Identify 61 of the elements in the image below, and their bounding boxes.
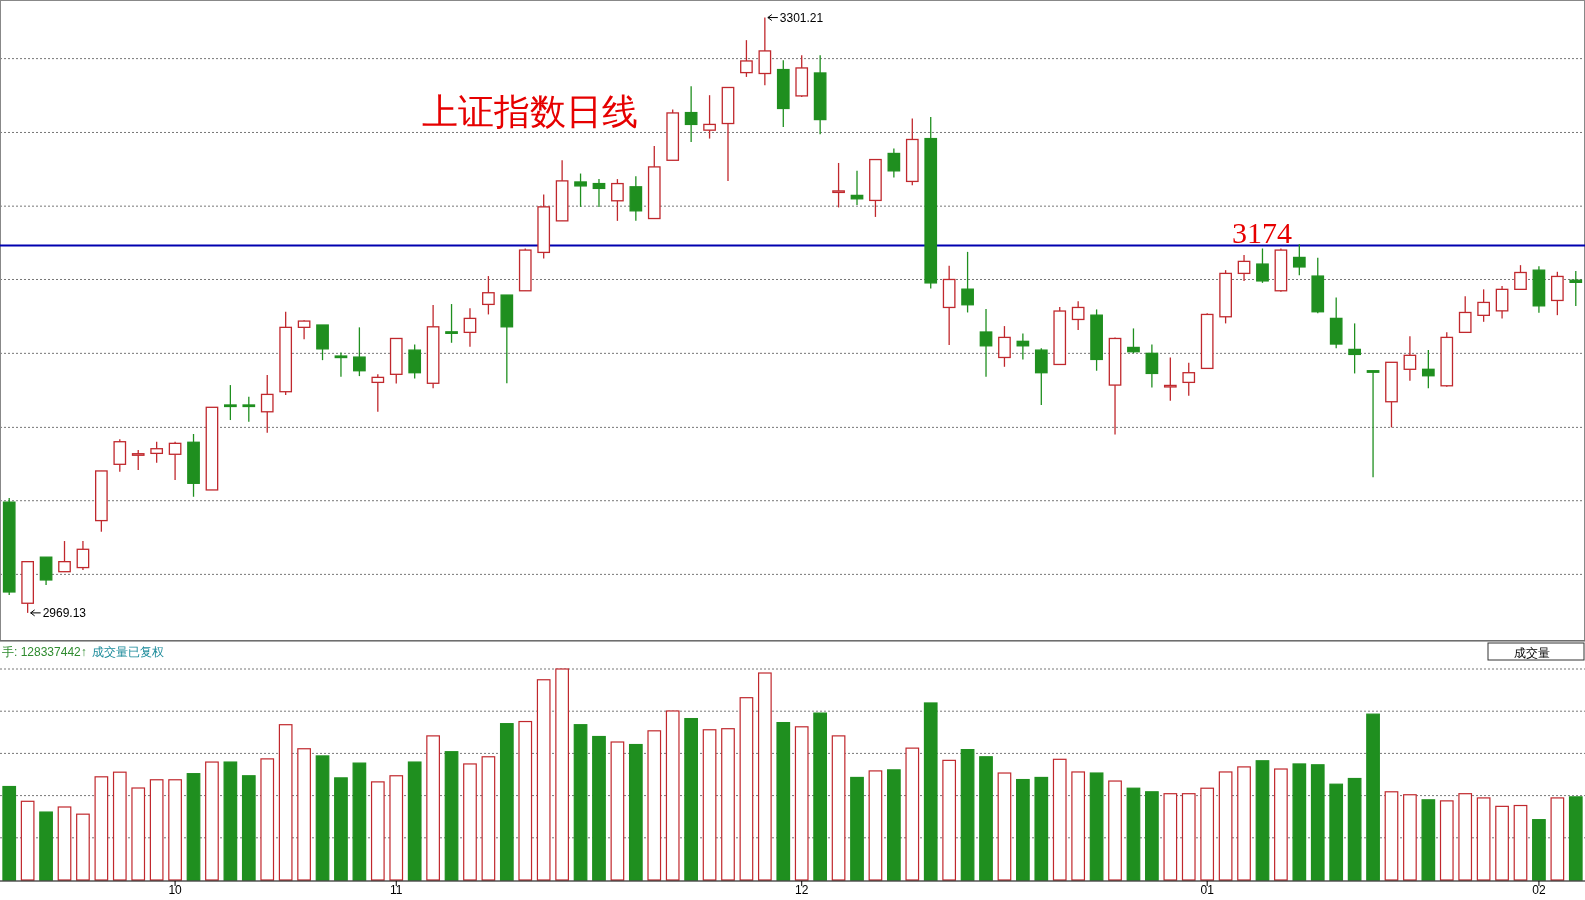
candlestick [1256,247,1269,284]
candlestick [353,326,366,377]
candlestick [703,94,716,140]
x-tick-label: 01 [1200,883,1215,897]
candlestick [1182,362,1196,397]
candlestick [445,303,458,344]
candlestick [1569,270,1583,307]
candlestick [611,178,624,222]
candlestick [1034,347,1048,406]
candlestick [1348,322,1361,375]
text: 手: 128337442↑ [2,645,87,659]
x-tick-label: 11 [390,883,403,897]
candlestick [150,441,164,464]
candlestick [39,556,53,586]
x-tick-label: 02 [1532,883,1546,897]
candlestick [1127,327,1140,354]
candlestick [740,39,753,78]
candlestick [592,178,606,208]
x-tick-label: 12 [795,883,809,897]
candlestick [371,373,385,413]
candlestick [58,540,71,573]
candlestick [482,275,495,316]
x-tick-label: 10 [168,883,183,897]
candlestick [684,85,698,143]
candlestick [1292,243,1306,276]
candlestick [758,16,772,86]
candlestick [113,438,127,473]
text: 上证指数日线 [422,92,638,132]
candlestick [887,147,901,179]
candlestick [998,325,1011,368]
candlestick [131,449,145,471]
candlestick [1366,370,1380,478]
candlestick [1403,335,1417,382]
candlestick [1458,295,1472,334]
candlestick [1237,254,1251,282]
text: 成交量 [1514,646,1550,660]
candlestick [1071,300,1085,331]
annotation: 3301.21 [779,10,824,25]
candlestick [463,307,477,348]
candlestick [260,374,274,434]
candlestick [1495,285,1509,320]
candlestick [1145,343,1159,389]
candlestick [76,540,90,571]
candlestick [316,324,329,361]
candlestick [1421,349,1435,389]
candlestick [961,251,974,314]
candlestick [1163,356,1177,402]
candlestick [168,441,182,481]
candlestick [1514,264,1527,290]
ref-line-label: 3174 [1232,215,1292,249]
candlestick [832,162,845,209]
candlestick [408,343,422,380]
candlestick [979,308,993,378]
candlestick [334,351,348,378]
annotation: 2969.13 [42,605,87,620]
candlestick [1477,288,1490,323]
text: 成交量已复权 [92,645,164,659]
candlestick [297,319,311,341]
candlestick [242,396,256,423]
candlestick [574,172,587,208]
candlestick [224,384,237,421]
